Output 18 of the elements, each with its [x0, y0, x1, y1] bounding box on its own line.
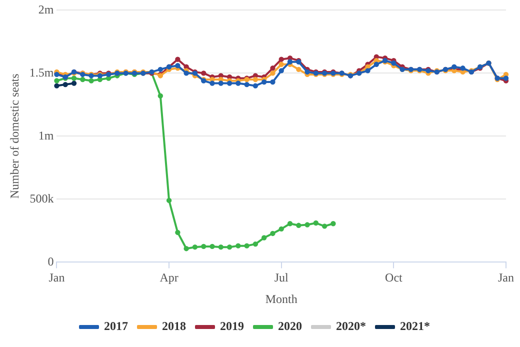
x-tick-label: Jan: [48, 270, 65, 285]
legend-label: 2021*: [400, 319, 430, 334]
legend-label: 2020*: [336, 319, 366, 334]
y-tick-label: 2m: [38, 2, 54, 16]
x-tick-label: Oct: [385, 270, 404, 285]
x-tick-label: Jul: [274, 270, 290, 285]
x-axis-title: Month: [265, 292, 298, 306]
x-tick-label: Apr: [160, 270, 178, 285]
legend-label: 2020: [278, 319, 302, 334]
y-tick-label: 500k: [30, 191, 54, 206]
y-axis-title: Number of domestic seats: [7, 73, 22, 199]
legend-label: 2018: [162, 319, 186, 334]
x-tick-label: Jan: [498, 270, 514, 285]
legend-label: 2019: [220, 319, 244, 334]
legend-label: 2017: [104, 319, 128, 334]
y-tick-label: 1m: [38, 128, 54, 142]
y-tick-label: 0: [48, 254, 54, 268]
y-tick-label: 1.5m: [29, 65, 54, 80]
